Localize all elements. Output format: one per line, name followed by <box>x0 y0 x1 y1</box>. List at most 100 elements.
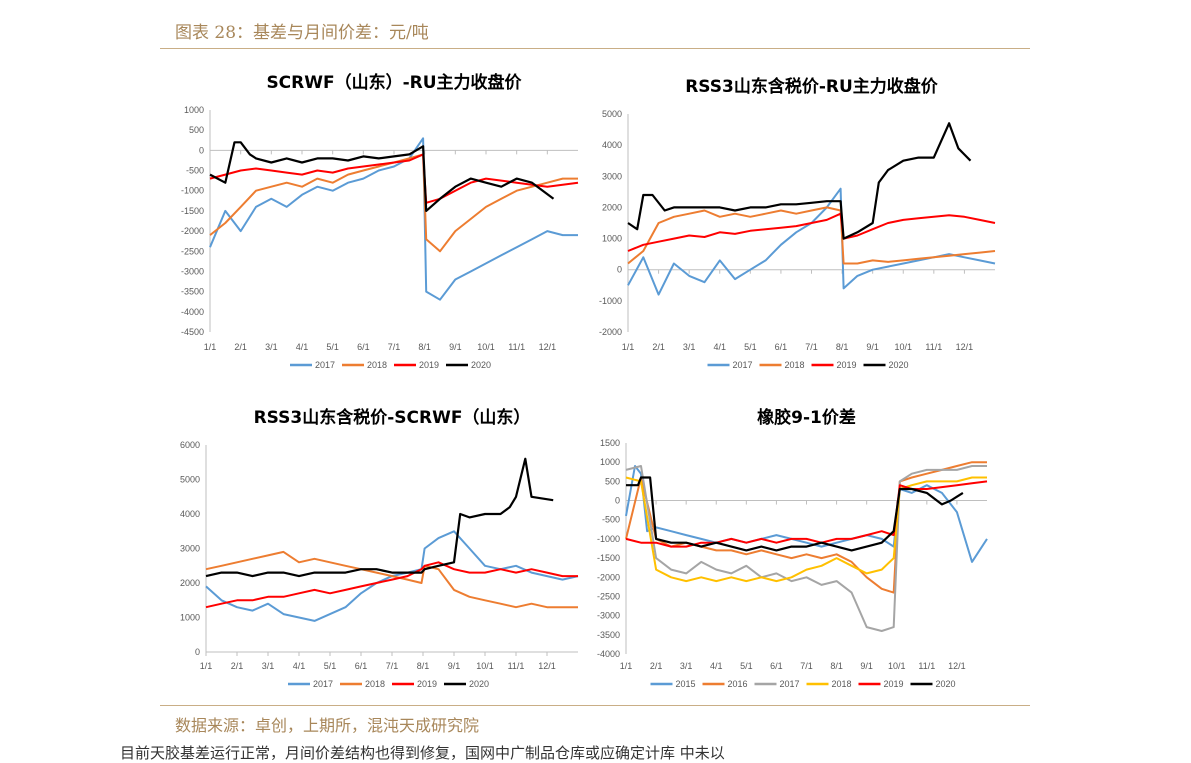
y-tick-label: 0 <box>195 647 200 657</box>
y-tick-label: -4500 <box>181 327 204 337</box>
x-tick-label: 8/1 <box>836 342 849 352</box>
y-tick-label: -1500 <box>181 206 204 216</box>
x-tick-label: 12/1 <box>948 661 966 671</box>
y-tick-label: -2000 <box>597 572 620 582</box>
y-tick-label: -2000 <box>181 226 204 236</box>
x-tick-label: 3/1 <box>265 342 278 352</box>
legend-label-2017: 2017 <box>780 679 800 689</box>
y-tick-label: -3500 <box>181 287 204 297</box>
legend-label-2020: 2020 <box>889 360 909 370</box>
chart-scrwf-ru: SCRWF（山东）-RU主力收盘价 1000 500 0 -500 -1000 -1500 -… <box>181 72 579 370</box>
x-tick-label: 8/1 <box>830 661 843 671</box>
chart-title: SCRWF（山东）-RU主力收盘价 <box>266 72 522 93</box>
y-tick-label: -1000 <box>599 296 622 306</box>
x-tick-label: 7/1 <box>805 342 818 352</box>
x-tick-label: 9/1 <box>866 342 879 352</box>
series-line-2020 <box>627 122 972 240</box>
y-tick-label: 5000 <box>602 109 622 119</box>
source-note: 数据来源：卓创，上期所，混沌天成研究院 <box>175 716 480 735</box>
series-line-2020 <box>209 141 555 212</box>
y-tick-label: 500 <box>189 125 204 135</box>
x-tick-label: 1/1 <box>200 661 213 671</box>
legend-label-2019: 2019 <box>417 679 437 689</box>
chart-title: RSS3山东含税价-SCRWF（山东） <box>254 407 531 428</box>
legend-label-2015: 2015 <box>676 679 696 689</box>
series-line-2020 <box>626 476 964 552</box>
x-tick-label: 10/1 <box>888 661 906 671</box>
y-tick-label: 5000 <box>180 475 200 485</box>
x-tick-label: 5/1 <box>744 342 757 352</box>
legend-label-2019: 2019 <box>884 679 904 689</box>
y-tick-label: 500 <box>605 476 620 486</box>
y-tick-label: 0 <box>615 496 620 506</box>
x-tick-label: 7/1 <box>386 661 399 671</box>
legend-label-2017: 2017 <box>315 360 335 370</box>
y-tick-label: -2000 <box>599 327 622 337</box>
series-line-2017 <box>627 187 996 296</box>
y-tick-label: -2500 <box>597 591 620 601</box>
series-line-2018 <box>209 153 578 253</box>
chart-rss3-scrwf: RSS3山东含税价-SCRWF（山东） 6000 5000 4000 3000 2000 1… <box>180 407 579 689</box>
y-tick-label: 1500 <box>600 438 620 448</box>
y-tick-label: 0 <box>617 265 622 275</box>
legend-label-2018: 2018 <box>365 679 385 689</box>
y-tick-label: -1000 <box>597 534 620 544</box>
body-text-cut: 目前天胶基差运行正常，月间价差结构也得到修复，国网中广制品仓库或应确定计库 中未… <box>120 744 725 762</box>
y-tick-label: -500 <box>602 515 620 525</box>
x-tick-label: 8/1 <box>417 661 430 671</box>
y-tick-label: -500 <box>186 166 204 176</box>
x-tick-label: 3/1 <box>683 342 696 352</box>
y-tick-label: 2000 <box>180 578 200 588</box>
y-tick-label: 3000 <box>602 171 622 181</box>
legend-label-2018: 2018 <box>367 360 387 370</box>
y-tick-label: 2000 <box>602 202 622 212</box>
x-tick-label: 1/1 <box>204 342 217 352</box>
x-tick-label: 4/1 <box>713 342 726 352</box>
legend-label-2018: 2018 <box>785 360 805 370</box>
x-tick-label: 12/1 <box>539 342 557 352</box>
x-tick-label: 10/1 <box>477 342 495 352</box>
top-divider <box>160 48 1030 49</box>
x-tick-label: 1/1 <box>622 342 635 352</box>
x-tick-label: 6/1 <box>770 661 783 671</box>
legend-label-2020: 2020 <box>469 679 489 689</box>
y-tick-label: 1000 <box>602 234 622 244</box>
y-tick-label: 0 <box>199 145 204 155</box>
legend-label-2019: 2019 <box>837 360 857 370</box>
x-tick-label: 10/1 <box>476 661 494 671</box>
x-tick-label: 6/1 <box>355 661 368 671</box>
x-tick-label: 9/1 <box>449 342 462 352</box>
x-tick-label: 11/1 <box>508 342 525 352</box>
x-tick-label: 1/1 <box>620 661 633 671</box>
y-tick-label: 4000 <box>602 140 622 150</box>
chart-rss3-ru: RSS3山东含税价-RU主力收盘价 5000 4000 3000 2000 1000 0 -1… <box>599 76 996 370</box>
series-line-2019 <box>209 153 579 204</box>
y-tick-label: -4000 <box>597 649 620 659</box>
x-tick-label: 6/1 <box>357 342 370 352</box>
chart-rubber-spread: 橡胶9-1价差 1500 1000 500 0 -500 -1000 -1500 -2000 -2… <box>597 407 988 689</box>
series-line-2018 <box>625 476 987 583</box>
y-tick-label: 6000 <box>180 440 200 450</box>
x-tick-label: 5/1 <box>740 661 753 671</box>
y-tick-label: 1000 <box>180 613 200 623</box>
y-tick-label: -3000 <box>597 611 620 621</box>
x-tick-label: 3/1 <box>680 661 693 671</box>
x-tick-label: 9/1 <box>448 661 461 671</box>
y-tick-label: 3000 <box>180 544 200 554</box>
x-tick-label: 7/1 <box>388 342 401 352</box>
y-tick-label: -3500 <box>597 630 620 640</box>
legend-label-2016: 2016 <box>728 679 748 689</box>
x-tick-label: 4/1 <box>296 342 309 352</box>
y-tick-label: 1000 <box>184 105 204 115</box>
x-tick-label: 10/1 <box>894 342 912 352</box>
x-tick-label: 12/1 <box>538 661 556 671</box>
chart-title: 橡胶9-1价差 <box>757 407 856 428</box>
x-tick-label: 2/1 <box>234 342 247 352</box>
y-tick-label: -4000 <box>181 307 204 317</box>
x-tick-label: 2/1 <box>650 661 663 671</box>
series-line-2017 <box>205 530 579 622</box>
series-line-2018 <box>627 206 996 265</box>
x-tick-label: 11/1 <box>918 661 935 671</box>
chart-title: RSS3山东含税价-RU主力收盘价 <box>685 76 939 97</box>
x-tick-label: 5/1 <box>326 342 339 352</box>
